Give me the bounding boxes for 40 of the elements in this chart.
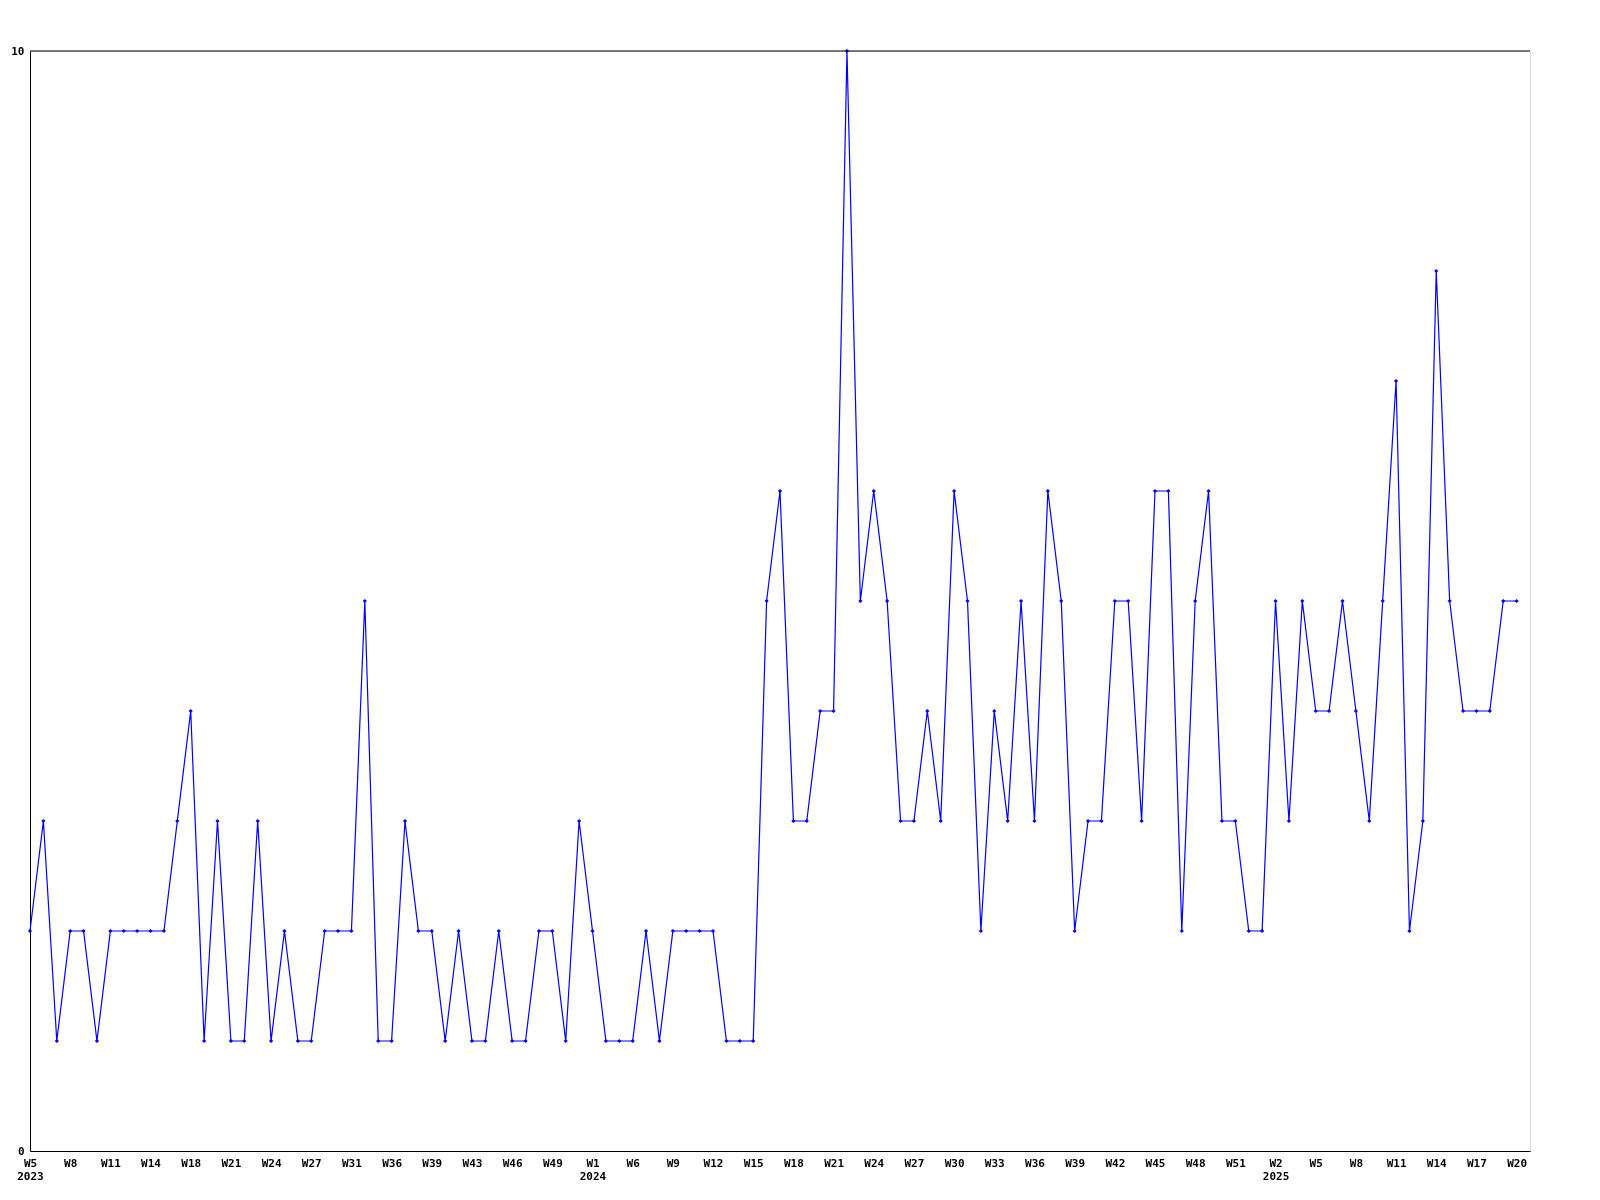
x-tick-label: W15 [743, 1156, 764, 1170]
x-tick-label: W2 2025 [1262, 1156, 1290, 1183]
x-tick-label: W1 2024 [579, 1156, 607, 1183]
x-tick-label: W21 [221, 1156, 242, 1170]
x-tick-label: W8 [1349, 1156, 1364, 1170]
x-tick-label: W36 [1025, 1156, 1046, 1170]
x-tick-label: W31 [341, 1156, 363, 1170]
x-tick-label: W27 [301, 1156, 322, 1170]
x-tick-label: W49 [542, 1156, 563, 1170]
x-tick-label: W45 [1145, 1156, 1166, 1170]
x-tick-label: W11 [100, 1156, 122, 1170]
x-tick-label: W36 [382, 1156, 403, 1170]
x-tick-label: W46 [502, 1156, 523, 1170]
x-tick-label: W12 [703, 1156, 724, 1170]
x-tick-label: W14 [141, 1156, 162, 1170]
x-tick-label: W8 [64, 1156, 78, 1170]
x-tick-label: W24 [261, 1156, 282, 1170]
y-tick-label: 0 [17, 1144, 25, 1158]
x-tick-label: W11 [1386, 1156, 1407, 1170]
x-tick-label: W39 [1065, 1156, 1086, 1170]
x-tick-label: W20 [1507, 1156, 1528, 1170]
x-tick-label: W5 2023 [17, 1156, 44, 1183]
x-tick-label: W39 [422, 1156, 443, 1170]
x-tick-label: W6 [626, 1156, 641, 1170]
x-tick-label: W27 [904, 1156, 925, 1170]
x-tick-label: W30 [944, 1156, 965, 1170]
x-tick-label: W14 [1426, 1156, 1448, 1170]
x-tick-label: W42 [1105, 1156, 1126, 1170]
x-tick-label: W5 [1309, 1156, 1323, 1170]
x-tick-label: W18 [783, 1156, 804, 1170]
x-tick-label: W48 [1185, 1156, 1206, 1170]
x-tick-label: W17 [1466, 1156, 1487, 1170]
x-tick-label: W43 [462, 1156, 483, 1170]
x-tick-label: W18 [181, 1156, 202, 1170]
x-tick-label: W9 [666, 1156, 680, 1170]
x-tick-label: W21 [824, 1156, 845, 1170]
x-tick-label: W24 [864, 1156, 885, 1170]
y-tick-label: 10 [11, 44, 25, 58]
x-tick-label: W33 [984, 1156, 1005, 1170]
x-tick-label: W51 [1225, 1156, 1247, 1170]
